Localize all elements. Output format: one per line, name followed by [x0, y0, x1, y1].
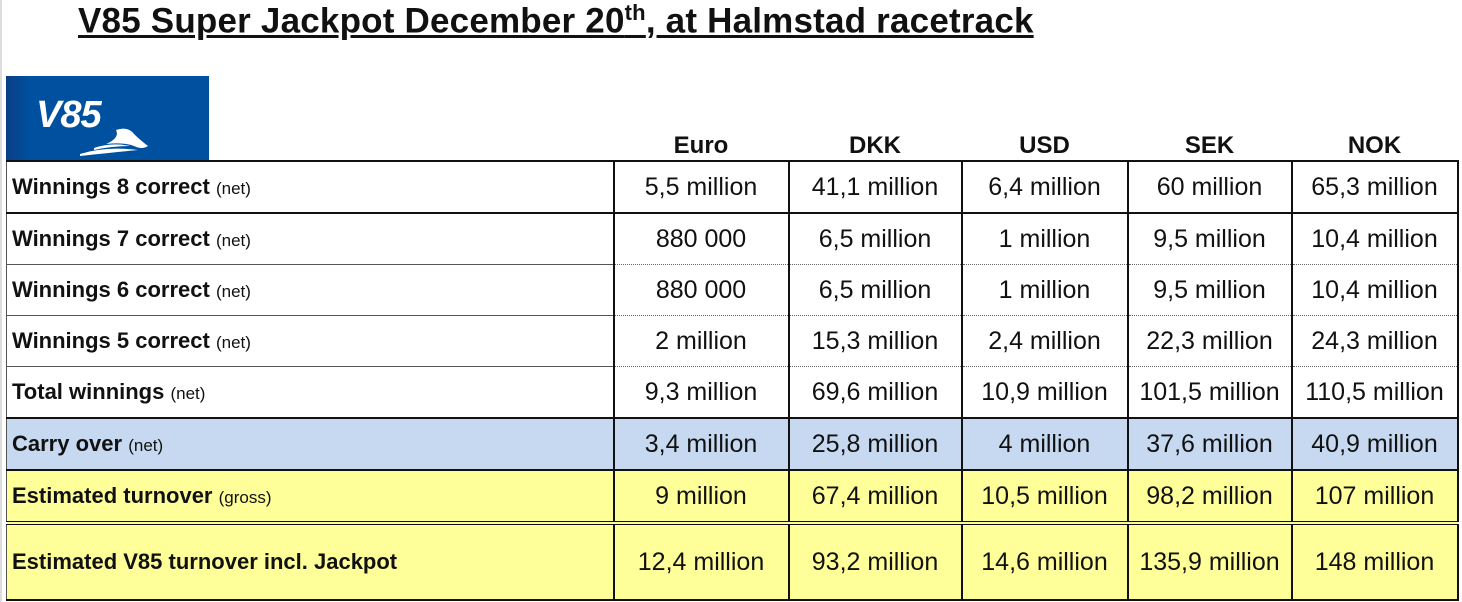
horse-head-icon	[80, 128, 148, 156]
cell-usd: 10,9 million	[960, 366, 1129, 419]
cell-sek: 135,9 million	[1126, 523, 1293, 601]
cell-dkk: 15,3 million	[787, 315, 963, 367]
row-label: Carry over (net)	[6, 418, 615, 471]
cell-usd: 10,5 million	[960, 470, 1129, 525]
row-label-text: Total winnings	[12, 379, 165, 404]
cell-euro: 9,3 million	[612, 366, 790, 419]
cell-usd: 6,4 million	[960, 160, 1129, 214]
cell-sek: 98,2 million	[1126, 470, 1293, 525]
cell-sek: 60 million	[1126, 160, 1293, 214]
header-sek: SEK	[1184, 132, 1235, 159]
cell-sek: 9,5 million	[1126, 213, 1293, 265]
table-row: Winnings 6 correct (net) 880 000 6,5 milli…	[6, 264, 1459, 316]
row-label: Winnings 8 correct (net)	[6, 160, 615, 214]
cell-euro: 9 million	[612, 470, 790, 525]
row-label: Estimated V85 turnover incl. Jackpot	[6, 523, 615, 601]
table-row: Total winnings (net) 9,3 million 69,6 mill…	[6, 366, 1459, 419]
cell-dkk: 69,6 million	[787, 366, 963, 419]
row-label: Estimated turnover (gross)	[6, 470, 615, 525]
cell-nok: 10,4 million	[1290, 264, 1459, 316]
cell-euro: 5,5 million	[612, 160, 790, 214]
cell-usd: 1 million	[960, 264, 1129, 316]
row-label-note: (net)	[215, 231, 251, 250]
row-label: Winnings 6 correct (net)	[6, 264, 615, 316]
cell-nok: 65,3 million	[1290, 160, 1459, 214]
cell-euro: 2 million	[612, 315, 790, 367]
cell-nok: 40,9 million	[1290, 418, 1459, 471]
row-label-text: Estimated turnover	[12, 483, 213, 508]
cell-euro: 880 000	[612, 264, 790, 316]
cell-dkk: 67,4 million	[787, 470, 963, 525]
page-title: V85 Super Jackpot December 20th, at Halm…	[78, 0, 1034, 42]
table-row: Winnings 8 correct (net) 5,5 million 41,1 …	[6, 160, 1459, 214]
header-nok: NOK	[1347, 132, 1402, 159]
header-euro: Euro	[673, 132, 729, 159]
cell-nok: 24,3 million	[1290, 315, 1459, 367]
cell-dkk: 6,5 million	[787, 264, 963, 316]
cell-usd: 1 million	[960, 213, 1129, 265]
cell-usd: 14,6 million	[960, 523, 1129, 601]
title-rest: , at Halmstad racetrack	[645, 1, 1034, 41]
row-label-text: Estimated V85 turnover incl. Jackpot	[12, 549, 398, 574]
row-label-note: (net)	[215, 179, 251, 198]
cell-nok: 148 million	[1290, 523, 1459, 601]
row-label-text: Winnings 7 correct	[12, 226, 210, 251]
cell-sek: 22,3 million	[1126, 315, 1293, 367]
row-label-note: (net)	[215, 282, 251, 301]
cell-euro: 3,4 million	[612, 418, 790, 471]
cell-sek: 37,6 million	[1126, 418, 1293, 471]
row-label: Total winnings (net)	[6, 366, 615, 419]
cell-nok: 107 million	[1290, 470, 1459, 525]
header-row: Euro DKK USD SEK NOK	[7, 128, 1458, 161]
jackpot-table: Euro DKK USD SEK NOK Winnings 8 correct …	[6, 128, 1459, 601]
cell-dkk: 6,5 million	[787, 213, 963, 265]
row-label-text: Winnings 6 correct	[12, 277, 210, 302]
table-row: Estimated turnover (gross) 9 million 67,4 …	[6, 470, 1459, 525]
row-label-text: Carry over	[12, 431, 123, 456]
cell-nok: 110,5 million	[1290, 366, 1459, 419]
row-label-note: (net)	[215, 333, 251, 352]
cell-usd: 4 million	[960, 418, 1129, 471]
cell-dkk: 41,1 million	[787, 160, 963, 214]
cell-euro: 880 000	[612, 213, 790, 265]
cell-nok: 10,4 million	[1290, 213, 1459, 265]
cell-sek: 9,5 million	[1126, 264, 1293, 316]
cell-euro: 12,4 million	[612, 523, 790, 601]
table-row: Winnings 5 correct (net) 2 million 15,3 mi…	[6, 315, 1459, 367]
row-label-note: (net)	[170, 384, 206, 403]
table-row: Winnings 7 correct (net) 880 000 6,5 milli…	[6, 213, 1459, 265]
header-dkk: DKK	[849, 132, 901, 159]
cell-dkk: 25,8 million	[787, 418, 963, 471]
cell-dkk: 93,2 million	[787, 523, 963, 601]
row-label-note: (net)	[128, 436, 164, 455]
row-label-text: Winnings 5 correct	[12, 328, 210, 353]
table-row: Estimated V85 turnover incl. Jackpot 12,…	[6, 523, 1459, 601]
row-label: Winnings 5 correct (net)	[6, 315, 615, 367]
row-label: Winnings 7 correct (net)	[6, 213, 615, 265]
header-empty	[7, 128, 614, 161]
v85-logo: V85	[6, 76, 209, 161]
logo-text: V85	[36, 94, 102, 136]
cell-sek: 101,5 million	[1126, 366, 1293, 419]
table-row: Carry over (net) 3,4 million 25,8 million 4…	[6, 418, 1459, 471]
header-usd: USD	[1019, 132, 1070, 159]
title-text: V85 Super Jackpot December 20	[78, 1, 625, 41]
row-label-note: (gross)	[218, 488, 272, 507]
title-sup: th	[624, 0, 646, 25]
row-label-text: Winnings 8 correct	[12, 174, 210, 199]
cell-usd: 2,4 million	[960, 315, 1129, 367]
